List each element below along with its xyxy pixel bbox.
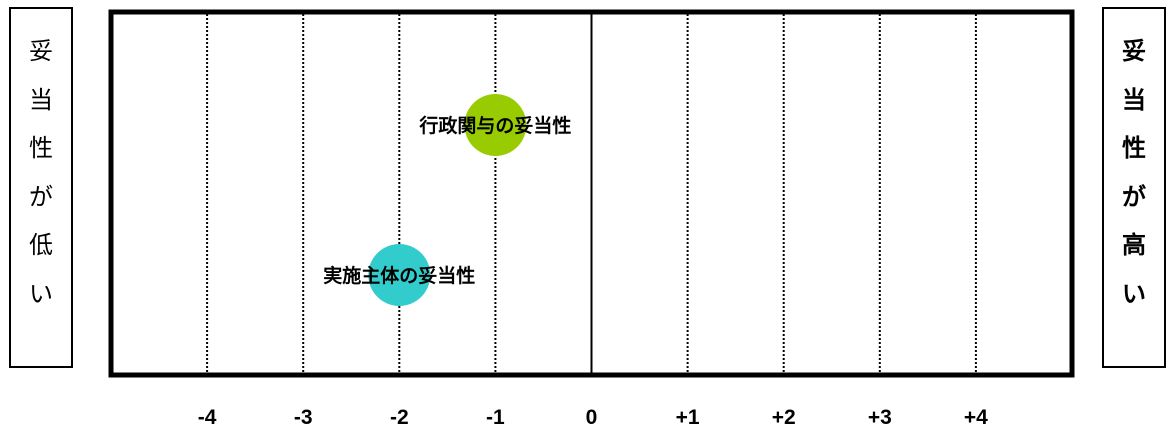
x-tick-label: 0 [586,406,598,428]
x-tick-labels: -4 -3 -2 -1 0 +1 +2 +3 +4 [198,406,988,428]
data-point-label: 実施主体の妥当性 [323,264,475,287]
low-validity-char: が [29,182,53,211]
data-point-label: 行政関与の妥当性 [418,114,571,137]
data-point [464,94,527,156]
data-point [368,244,431,306]
low-validity-label: 妥 当 性 が 低 い [11,27,71,318]
x-tick-label: +3 [868,406,892,428]
high-validity-label: 妥 当 性 が 高 い [1104,27,1164,318]
high-validity-char: 性 [1122,134,1146,162]
x-tick-label: +1 [676,406,700,428]
low-validity-char: 低 [29,231,53,259]
low-validity-char: 性 [29,134,53,162]
x-tick-label: -4 [198,406,217,428]
low-validity-char: い [29,279,53,308]
x-tick-label: -1 [486,406,505,428]
x-tick-label: -2 [390,406,409,428]
low-validity-char: 当 [29,85,53,114]
high-validity-char: 妥 [1122,37,1146,65]
grid-lines [206,14,977,373]
low-validity-char: 妥 [29,37,53,65]
high-validity-char: が [1122,182,1146,211]
x-tick-label: +2 [772,406,796,428]
high-validity-char: 当 [1122,85,1146,114]
high-validity-label-box: 妥 当 性 が 高 い [1102,7,1166,368]
low-validity-label-box: 妥 当 性 が 低 い [9,7,73,368]
x-tick-label: -3 [294,406,313,428]
high-validity-char: い [1122,279,1146,308]
high-validity-char: 高 [1122,231,1146,259]
x-tick-label: +4 [964,406,988,428]
